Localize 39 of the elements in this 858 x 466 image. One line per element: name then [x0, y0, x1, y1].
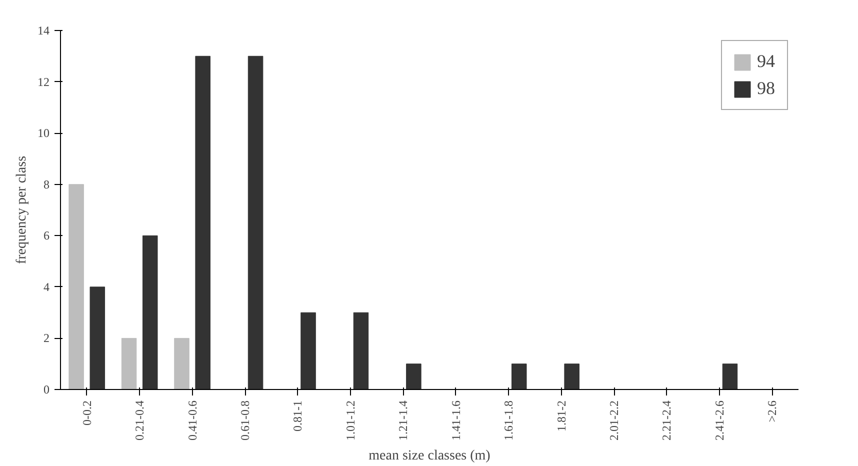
y-tick-label: 12 — [38, 74, 50, 89]
x-tick-label: 0.41-0.6 — [185, 400, 200, 440]
y-tick-label: 6 — [44, 228, 50, 243]
bar — [195, 56, 210, 390]
bar — [406, 364, 422, 390]
bar — [353, 312, 369, 390]
bar — [174, 338, 190, 390]
bar — [248, 56, 264, 390]
y-axis-title: frequency per class — [14, 156, 30, 264]
x-tick-label: 1.61-1.8 — [502, 400, 516, 440]
x-tick-label: >2.6 — [765, 400, 780, 422]
x-tick-label: 0.81-1 — [290, 400, 305, 432]
bar — [142, 235, 158, 390]
x-tick-label: 1.41-1.6 — [448, 400, 463, 440]
y-tick-label: 2 — [44, 331, 50, 346]
y-tick-label: 14 — [38, 24, 50, 38]
bar — [564, 364, 580, 390]
x-tick-label: 2.01-2.2 — [607, 400, 621, 440]
x-tick-label: 0-0.2 — [80, 400, 94, 426]
legend-label: 98 — [757, 78, 776, 99]
x-tick-label: 2.21-2.4 — [660, 400, 674, 440]
y-tick-label: 4 — [44, 280, 50, 294]
y-tick-label: 8 — [44, 177, 50, 192]
bar — [121, 338, 137, 390]
x-tick-label: 1.81-2 — [554, 400, 568, 432]
y-tick-label: 0 — [44, 382, 50, 396]
y-tick-label: 10 — [38, 126, 50, 140]
x-tick-label: 0.61-0.8 — [238, 400, 252, 440]
bar — [300, 312, 316, 390]
x-tick-label: 1.21-1.4 — [396, 400, 410, 440]
legend-label: 94 — [757, 51, 776, 72]
bar — [722, 364, 738, 390]
x-tick-label: 0.21-0.4 — [132, 400, 147, 440]
bar — [90, 286, 106, 390]
x-tick-label: 1.01-1.2 — [343, 400, 358, 440]
bar — [511, 364, 527, 390]
x-tick-label: 2.41-2.6 — [712, 400, 726, 440]
bar — [68, 184, 84, 390]
x-axis-title: mean size classes (m) — [368, 448, 491, 464]
